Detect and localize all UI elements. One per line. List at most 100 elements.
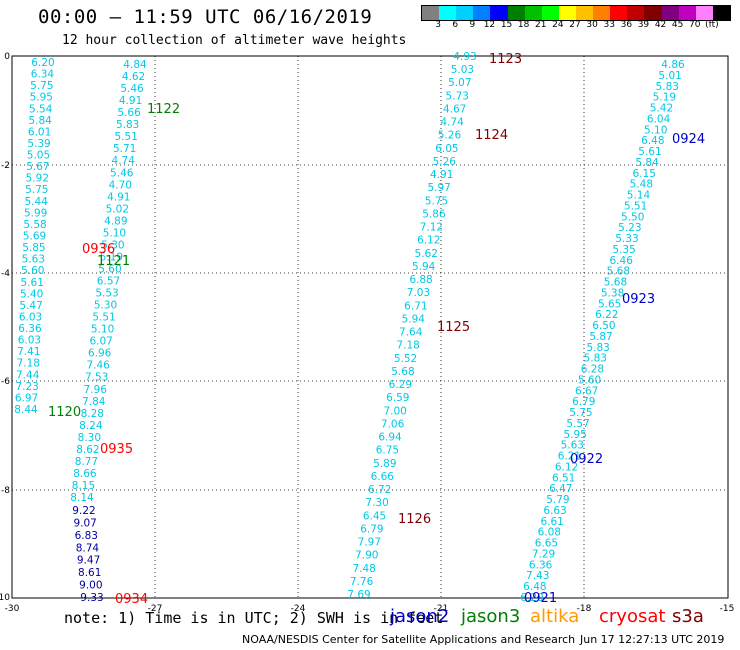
legend-swatch: [456, 6, 474, 20]
wave-height-value: 6.57: [97, 276, 120, 288]
wave-height-value: 8.66: [73, 468, 97, 480]
wave-height-value: 6.03: [18, 335, 41, 347]
wave-height-value: 7.53: [85, 372, 108, 384]
wave-height-value: 5.10: [103, 227, 126, 239]
units-note: note: 1) Time is in UTC; 2) SWH is in fe…: [64, 609, 444, 627]
wave-height-value: 5.97: [427, 182, 450, 194]
legend-swatch: [541, 6, 559, 20]
wave-height-value: 5.94: [412, 261, 436, 273]
wave-height-value: 8.44: [14, 404, 38, 416]
wave-height-value: 5.19: [653, 92, 676, 104]
wave-height-value: 6.36: [529, 559, 553, 571]
wave-height-value: 5.84: [635, 157, 659, 169]
legend-label: 3: [435, 20, 441, 30]
wave-height-value: 5.26: [433, 156, 457, 168]
wave-height-value: 6.05: [435, 143, 458, 155]
legend-swatch: [473, 6, 491, 20]
pass-time-label: 0921: [524, 591, 557, 606]
wave-height-value: 5.51: [114, 131, 137, 143]
pass-time-label: 1122: [147, 102, 180, 117]
pass-time-label: 1120: [48, 405, 81, 420]
y-tick-label: -10: [0, 593, 10, 603]
wave-height-value: 4.62: [122, 71, 145, 83]
wave-height-value: 5.60: [21, 265, 44, 277]
wave-height-value: 5.30: [94, 300, 117, 312]
wave-height-value: 6.03: [19, 311, 42, 323]
wave-height-value: 5.30: [101, 239, 124, 251]
wave-height-value: 5.60: [98, 263, 121, 275]
wave-height-value: 7.84: [82, 396, 106, 408]
legend-swatch: [507, 6, 525, 20]
wave-height-value: 5.44: [25, 196, 49, 208]
wave-height-value: 5.89: [373, 458, 396, 470]
wave-height-value: 5.58: [23, 219, 46, 231]
wave-height-value: 8.77: [75, 456, 98, 468]
wave-height-value: 4.89: [104, 215, 127, 227]
wave-height-value: 5.84: [28, 115, 52, 127]
wave-height-value: 5.33: [615, 233, 638, 245]
wave-height-value: 6.12: [417, 235, 440, 247]
pass-time-label: 1121: [97, 254, 130, 269]
wave-height-value: 7.30: [365, 497, 388, 509]
color-scale-labels: 3 6 9 12 15 18 21 24 27 30 33 36 39 42 45 70 (ft): [421, 20, 729, 34]
wave-height-value: 5.75: [30, 80, 53, 92]
pass-time-label: 0924: [672, 132, 705, 147]
legend-swatch: [593, 6, 611, 20]
wave-height-value: 5.68: [391, 366, 414, 378]
wave-height-value: 7.96: [84, 384, 108, 396]
wave-height-value: 6.61: [540, 516, 563, 528]
wave-height-value: 7.69: [347, 589, 370, 601]
wave-height-value: 5.69: [23, 231, 46, 243]
wave-height-value: 5.23: [618, 222, 641, 234]
wave-height-value: 6.96: [88, 348, 112, 360]
wave-height-value: 6.07: [89, 336, 112, 348]
wave-height-value: 5.75: [569, 407, 592, 419]
x-tick-label: -27: [148, 604, 163, 614]
wave-height-value: 6.59: [386, 392, 409, 404]
pass-time-label: 1126: [398, 512, 431, 527]
wave-height-value: 6.01: [28, 126, 51, 138]
wave-height-value: 6.46: [610, 255, 634, 267]
wave-height-value: 5.65: [598, 298, 621, 310]
y-tick-label: -8: [1, 486, 10, 496]
wave-height-value: 5.51: [92, 312, 115, 324]
wave-height-value: 5.14: [627, 190, 651, 202]
wave-height-value: 5.95: [563, 429, 586, 441]
y-tick-label: 0: [4, 52, 10, 62]
wave-height-value: 6.63: [543, 505, 566, 517]
wave-height-value: 8.24: [79, 420, 103, 432]
wave-height-value: 7.29: [532, 548, 555, 560]
wave-height-value: 5.02: [106, 203, 129, 215]
wave-height-value: 5.42: [650, 103, 673, 115]
wave-height-value: 5.26: [438, 130, 462, 142]
pass-time-label: 0935: [100, 442, 133, 457]
wave-height-value: 6.71: [404, 300, 427, 312]
wave-height-value: 6.08: [538, 527, 561, 539]
x-tick-label: -24: [291, 604, 306, 614]
wave-height-value: 5.62: [415, 248, 438, 260]
wave-height-value: 6.22: [595, 309, 618, 321]
wave-height-value: 5.94: [402, 313, 426, 325]
wave-height-value: 5.60: [578, 374, 601, 386]
wave-height-value: 5.61: [21, 277, 44, 289]
wave-height-value: 5.01: [658, 70, 681, 82]
legend-label: 9: [469, 20, 476, 30]
plot-frame: [11, 55, 729, 599]
wave-height-value: 6.65: [535, 538, 558, 550]
footer-credit: NOAA/NESDIS Center for Satellite Applica…: [242, 633, 576, 646]
pass-time-label: 0923: [622, 292, 655, 307]
wave-height-value: 5.68: [607, 266, 630, 278]
satellite-legend-altika: altika: [530, 606, 580, 627]
legend-swatch: [678, 6, 696, 20]
wave-height-value: 5.47: [19, 300, 42, 312]
wave-height-value: 5.54: [29, 103, 53, 115]
wave-height-value: 6.48: [641, 135, 664, 147]
wave-height-value: 9.33: [80, 592, 103, 604]
legend-label: 27: [569, 20, 581, 30]
wave-height-value: 6.20: [31, 57, 54, 69]
wave-height-value: 7.48: [352, 563, 375, 575]
wave-height-value: 7.76: [350, 576, 374, 588]
legend-swatch: [644, 6, 662, 20]
wave-height-value: 6.15: [633, 168, 656, 180]
